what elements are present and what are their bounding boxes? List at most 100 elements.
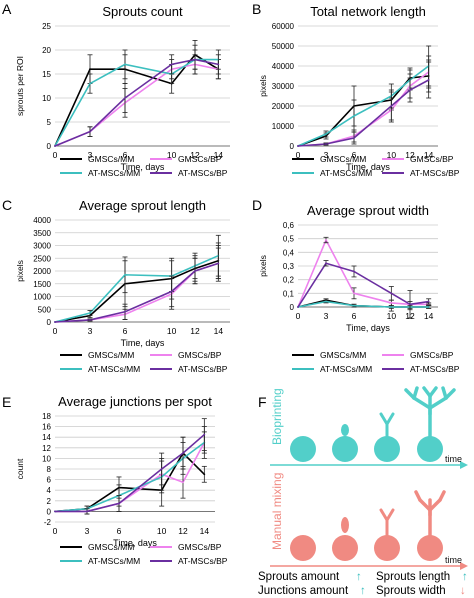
x-axis-label: Time, days — [346, 162, 390, 172]
y-tick-label: 3500 — [33, 229, 51, 238]
x-axis-label: Time, days — [346, 323, 390, 333]
chart-title: Average junctions per spot — [58, 394, 212, 409]
legend-label: GMSCs/BP — [178, 542, 222, 552]
x-tick-label: 3 — [324, 311, 329, 321]
data-point — [325, 133, 327, 135]
data-point — [203, 433, 206, 436]
legend-label: AT-MSCs/BP — [178, 556, 228, 566]
data-point — [182, 452, 184, 454]
y-tick-label: 0 — [47, 318, 52, 327]
x-tick-label: 6 — [352, 311, 357, 321]
legend-label: AT-MSCs/MM — [88, 364, 140, 374]
y-tick-label: 20 — [42, 46, 51, 55]
data-point — [390, 306, 393, 308]
data-point — [124, 97, 126, 99]
data-point — [409, 303, 411, 306]
x-tick-label: 0 — [53, 326, 58, 336]
x-tick-label: 6 — [117, 526, 122, 536]
y-tick-label: 10 — [42, 94, 51, 103]
x-tick-label: 12 — [405, 150, 415, 160]
data-point — [325, 143, 327, 145]
x-tick-label: 0 — [53, 526, 58, 536]
y-tick-label: 0,3 — [283, 262, 295, 271]
summary-sprouts-length: Sprouts length — [376, 571, 450, 583]
data-point — [390, 105, 393, 107]
data-point — [427, 306, 430, 308]
y-tick-label: 4 — [47, 486, 52, 495]
y-axis-label: pixels — [258, 75, 268, 97]
data-point — [427, 300, 430, 303]
y-tick-label: 6 — [47, 476, 52, 485]
data-point — [170, 290, 173, 293]
data-point — [390, 292, 393, 295]
spheroid-mm-2 — [332, 535, 358, 561]
data-point — [89, 130, 91, 133]
sprout-tree-mm-4 — [414, 490, 446, 538]
arrow-up-icon: ↑ — [356, 571, 362, 583]
panel-label-d: D — [252, 197, 262, 213]
chart-b-total-network-length: Total network length 0 10000 20000 30000 4000… — [258, 4, 438, 172]
x-tick-label: 3 — [88, 150, 93, 160]
data-point — [124, 63, 126, 66]
data-point — [297, 145, 299, 147]
x-axis-label: Time, days — [121, 162, 165, 172]
data-point — [353, 292, 355, 295]
panel-label-c: C — [2, 197, 12, 213]
x-tick-label: 10 — [167, 150, 177, 160]
chart-title: Sprouts count — [102, 4, 183, 19]
data-point — [170, 63, 173, 66]
y-tick-label: 2000 — [33, 267, 51, 276]
y-axis-label: sprouts per ROI — [15, 56, 25, 116]
legend-label: GMSCs/MM — [320, 154, 366, 164]
spheroid-bp-3 — [374, 436, 400, 462]
time-arrowhead-bottom — [460, 562, 468, 570]
x-tick-label: 14 — [424, 150, 434, 160]
panel-label-e: E — [2, 394, 11, 410]
series-line — [297, 300, 429, 308]
series-line — [54, 262, 219, 323]
arrow-up-icon: ↑ — [360, 585, 366, 597]
x-tick-label: 3 — [88, 326, 93, 336]
x-axis-label: Time, days — [113, 538, 157, 548]
data-point — [160, 468, 163, 470]
data-point — [427, 79, 430, 81]
y-tick-label: 40000 — [272, 62, 295, 71]
panel-label-a: A — [2, 1, 12, 17]
y-tick-label: 0 — [47, 507, 52, 516]
chart-title: Average sprout length — [79, 198, 206, 213]
data-point — [118, 502, 120, 505]
data-point — [89, 82, 91, 85]
y-tick-label: 15 — [42, 70, 51, 79]
y-tick-label: 10000 — [272, 122, 295, 131]
y-tick-label: 5 — [47, 118, 52, 127]
data-point — [54, 321, 56, 323]
panel-f-summary: Sprouts amount ↑ Sprouts length ↑ Juncti… — [258, 571, 468, 597]
data-point — [182, 481, 184, 484]
legend-label: AT-MSCs/MM — [320, 168, 372, 178]
arrow-down-icon: ↓ — [460, 585, 466, 597]
legend-ab: GMSCs/MM GMSCs/BP AT-MSCs/MM AT-MSCs/BP GMSC… — [60, 154, 460, 178]
data-point — [124, 273, 126, 276]
y-tick-label: 4000 — [33, 216, 51, 225]
x-tick-label: 3 — [324, 150, 329, 160]
series-line — [297, 71, 430, 147]
y-tick-label: 2500 — [33, 254, 51, 263]
y-tick-label: 10 — [42, 454, 51, 463]
series-line — [55, 433, 205, 513]
legend-label: AT-MSCs/BP — [410, 168, 460, 178]
y-tick-label: 0 — [290, 142, 295, 151]
y-tick-label: 0 — [47, 142, 52, 151]
x-tick-label: 6 — [352, 150, 357, 160]
y-tick-label: 50000 — [272, 42, 295, 51]
y-tick-label: 0 — [290, 303, 295, 312]
y-tick-label: 0,5 — [283, 235, 295, 244]
data-point — [297, 306, 299, 308]
sprout-bud-mm — [341, 517, 349, 533]
legend-label: GMSCs/MM — [88, 542, 134, 552]
series-line — [297, 79, 430, 147]
data-point — [390, 302, 393, 304]
data-point — [54, 510, 56, 513]
sprout-bud-bp — [341, 424, 349, 436]
data-point — [353, 270, 355, 273]
